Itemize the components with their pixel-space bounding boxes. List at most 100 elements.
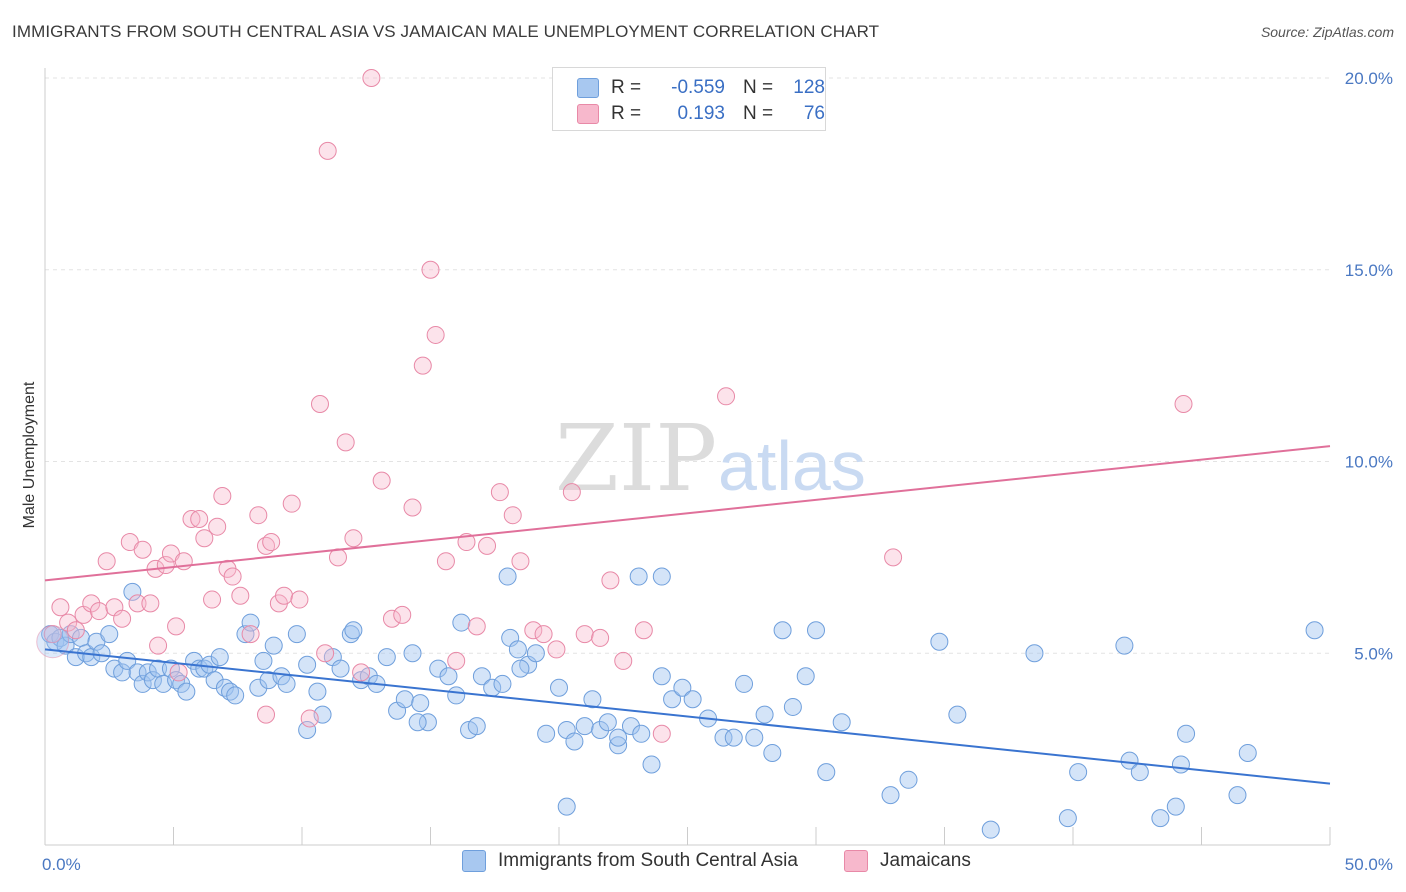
point-jamaicans-36 (290, 590, 309, 609)
point-jamaicans-67 (614, 651, 633, 670)
trend-line-asia (44, 648, 1331, 785)
point-asia-110 (1151, 809, 1170, 828)
point-jamaicans-5 (82, 594, 101, 613)
point-jamaicans-3 (66, 621, 85, 640)
point-asia-105 (1058, 809, 1077, 828)
point-asia-124 (298, 655, 317, 674)
point-asia-17 (133, 674, 152, 693)
point-asia-117 (452, 613, 471, 632)
series-1 (43, 69, 1193, 743)
point-asia-60 (439, 667, 458, 686)
point-jamaicans-66 (601, 571, 620, 590)
y-tick-label-2: 15.0% (1345, 261, 1393, 280)
point-jamaicans-6 (89, 602, 108, 621)
point-asia-83 (652, 667, 671, 686)
bottom-legend-jamaicans: Jamaicans (844, 850, 971, 872)
point-asia-108 (1120, 751, 1139, 770)
point-asia-77 (591, 720, 610, 739)
point-asia-68 (508, 640, 527, 659)
legend-swatch-jamaicans (577, 104, 599, 124)
legend-box: R = -0.559 N = 128 R = 0.193 N = 76 (552, 67, 826, 131)
point-asia-13 (113, 663, 132, 682)
point-cluster-origin (36, 625, 70, 659)
point-asia-64 (472, 667, 491, 686)
point-asia-31 (210, 648, 229, 667)
point-jamaicans-65 (591, 628, 610, 647)
grid-lines (45, 77, 1330, 654)
point-jamaicans-51 (426, 325, 445, 344)
point-jamaicans-53 (447, 651, 466, 670)
point-jamaicans-59 (511, 552, 530, 571)
legend-r-value: -0.559 (671, 77, 725, 98)
point-jamaicans-1 (51, 598, 70, 617)
point-asia-101 (930, 632, 949, 651)
point-jamaicans-23 (203, 590, 222, 609)
point-asia-114 (1228, 786, 1247, 805)
point-jamaicans-61 (534, 625, 553, 644)
point-asia-53 (377, 648, 396, 667)
point-asia-113 (1177, 724, 1196, 743)
point-asia-123 (498, 567, 517, 586)
point-asia-115 (1238, 743, 1257, 762)
point-asia-103 (981, 820, 1000, 839)
point-jamaicans-71 (884, 548, 903, 567)
bottom-legend: Immigrants from South Central Asia Jamai… (0, 850, 1406, 878)
point-jamaicans-13 (141, 594, 160, 613)
point-asia-71 (537, 724, 556, 743)
point-jamaicans-45 (372, 471, 391, 490)
point-asia-40 (264, 636, 283, 655)
point-asia-44 (298, 720, 317, 739)
point-asia-58 (418, 713, 437, 732)
y-axis-title: Male Unemployment (21, 381, 38, 528)
legend-row-jamaicans: R = 0.193 N = 76 (577, 102, 825, 126)
point-jamaicans-62 (547, 640, 566, 659)
y-tick-label-1: 10.0% (1345, 453, 1393, 472)
point-asia-99 (832, 713, 851, 732)
point-jamaicans-20 (182, 510, 201, 529)
point-asia-48 (331, 659, 350, 678)
legend-n-label: N = (743, 103, 774, 124)
legend-r-value: 0.193 (677, 103, 725, 124)
point-asia-19 (143, 671, 162, 690)
point-jamaicans-68 (634, 621, 653, 640)
point-jamaicans-41 (336, 433, 355, 452)
point-jamaicans-74 (169, 663, 188, 682)
point-jamaicans-60 (524, 621, 543, 640)
point-jamaicans-43 (352, 663, 371, 682)
point-jamaicans-58 (503, 506, 522, 525)
y-tick-label-3: 20.0% (1345, 69, 1393, 88)
point-asia-96 (796, 667, 815, 686)
point-asia-78 (598, 713, 617, 732)
point-jamaicans-30 (249, 506, 268, 525)
point-asia-80 (621, 717, 640, 736)
watermark: ZIP atlas (555, 405, 866, 512)
point-jamaicans-35 (282, 494, 301, 513)
point-asia-86 (683, 690, 702, 709)
point-asia-34 (226, 686, 245, 705)
point-asia-70 (526, 644, 545, 663)
point-jamaicans-70 (717, 387, 736, 406)
point-jamaicans-48 (403, 498, 422, 517)
trend-layer (44, 445, 1331, 785)
point-jamaicans-7 (97, 552, 116, 571)
point-jamaicans-29 (241, 625, 260, 644)
point-asia-97 (807, 621, 825, 640)
point-jamaicans-73 (257, 705, 276, 724)
point-asia-102 (948, 705, 967, 724)
point-jamaicans-27 (223, 567, 242, 586)
point-asia-104 (1025, 644, 1044, 663)
point-asia-45 (308, 682, 327, 701)
point-asia-59 (429, 659, 448, 678)
point-jamaicans-44 (362, 69, 381, 87)
point-jamaicans-34 (275, 586, 294, 605)
point-jamaicans-32 (262, 533, 281, 552)
point-asia-16 (128, 663, 147, 682)
point-jamaicans-28 (231, 586, 250, 605)
point-asia-120 (629, 567, 648, 586)
point-asia-56 (403, 644, 422, 663)
legend-swatch-asia (577, 78, 599, 98)
watermark-zip: ZIP (555, 405, 717, 512)
point-asia-37 (249, 678, 268, 697)
point-asia-76 (583, 690, 602, 709)
legend-n-label: N = (743, 77, 774, 98)
